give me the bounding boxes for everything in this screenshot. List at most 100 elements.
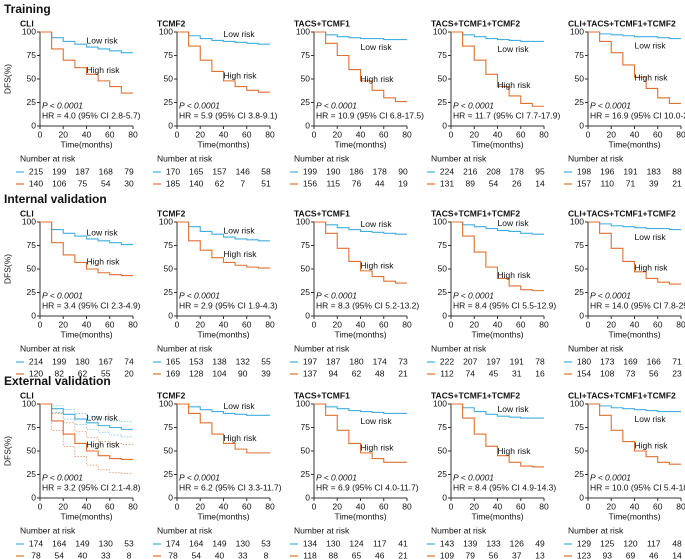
series-label: High risk <box>87 257 121 267</box>
survival-curve <box>588 403 681 465</box>
risk-count: 157 <box>577 178 591 188</box>
survival-curve <box>314 221 407 284</box>
annotation: HR = 14.0 (95% CI 7.8-25.0) <box>590 300 685 310</box>
panel-title: TCMF2 <box>157 18 186 28</box>
risk-count: 20 <box>124 368 134 378</box>
risk-count: 78 <box>31 550 41 559</box>
x-axis-label: Time(months) <box>471 511 523 521</box>
risk-count: 183 <box>647 166 661 176</box>
risk-count: 58 <box>261 166 271 176</box>
x-tick-label: 40 <box>219 501 229 511</box>
annotation: P < 0.0001 <box>453 290 494 300</box>
series-label: High risk <box>87 65 121 75</box>
x-tick-label: 0 <box>449 319 454 329</box>
x-tick-label: 40 <box>630 319 640 329</box>
series-label: High risk <box>361 260 395 270</box>
risk-title: Number at risk <box>20 525 76 535</box>
risk-count: 157 <box>212 166 226 176</box>
y-tick-label: 50 <box>575 263 585 273</box>
survival-curve <box>177 221 270 242</box>
risk-count: 199 <box>52 166 66 176</box>
annotation: P < 0.0001 <box>316 472 357 482</box>
y-tick-label: 25 <box>575 469 585 479</box>
annotation: HR = 16.9 (95% CI 10.0-28.7) <box>590 110 685 120</box>
series-label: Low risk <box>361 42 393 52</box>
risk-count: 8 <box>264 550 269 559</box>
panel-title: CLI <box>20 18 34 28</box>
risk-count: 140 <box>29 178 43 188</box>
y-tick-label: 100 <box>22 216 36 226</box>
x-tick-label: 20 <box>196 129 206 139</box>
survival-curve <box>177 403 270 454</box>
survival-curve <box>40 221 133 246</box>
risk-count: 130 <box>326 538 340 548</box>
y-tick-label: 100 <box>570 216 584 226</box>
y-tick-label: 50 <box>438 445 448 455</box>
x-tick-label: 60 <box>105 319 115 329</box>
risk-count: 214 <box>29 356 43 366</box>
risk-count: 65 <box>352 550 362 559</box>
section-title: Training <box>4 2 51 16</box>
survival-curve <box>588 31 681 104</box>
y-tick-label: 25 <box>301 287 311 297</box>
risk-count: 126 <box>510 538 524 548</box>
risk-count: 178 <box>510 166 524 176</box>
y-tick-label: 25 <box>27 469 37 479</box>
y-axis-label: DFS(%) <box>2 64 12 94</box>
panel-title: TACS+TCMF1+TCMF2 <box>431 390 520 400</box>
series-label: High risk <box>498 80 532 90</box>
annotation: P < 0.0001 <box>42 100 83 110</box>
y-tick-label: 0 <box>168 492 173 502</box>
x-tick-label: 0 <box>175 319 180 329</box>
x-axis-label: Time(months) <box>334 329 386 339</box>
risk-count: 222 <box>440 356 454 366</box>
y-tick-label: 0 <box>305 492 310 502</box>
x-axis-label: Time(months) <box>334 511 386 521</box>
x-tick-label: 20 <box>59 129 69 139</box>
risk-count: 54 <box>489 178 499 188</box>
panel-title: TACS+TCMF1+TCMF2 <box>431 208 520 218</box>
risk-count: 174 <box>29 538 43 548</box>
risk-count: 69 <box>626 550 636 559</box>
risk-title: Number at risk <box>431 343 487 353</box>
x-tick-label: 40 <box>493 129 503 139</box>
risk-count: 62 <box>352 368 362 378</box>
risk-count: 149 <box>212 538 226 548</box>
risk-count: 79 <box>124 166 134 176</box>
panel-title: TACS+TCMF1 <box>294 208 350 218</box>
risk-count: 31 <box>512 368 522 378</box>
survival-curve <box>451 403 544 468</box>
risk-count: 215 <box>29 166 43 176</box>
y-tick-label: 100 <box>433 26 447 36</box>
panel-title: TACS+TCMF1 <box>294 18 350 28</box>
survival-curve <box>177 31 270 93</box>
risk-count: 90 <box>238 368 248 378</box>
risk-count: 88 <box>672 166 682 176</box>
y-axis-label: DFS(%) <box>2 254 12 284</box>
y-tick-label: 50 <box>27 445 37 455</box>
x-tick-label: 80 <box>676 501 685 511</box>
survival-curve <box>588 403 681 413</box>
risk-count: 164 <box>189 538 203 548</box>
annotation: HR = 11.7 (95% CI 7.7-17.9) <box>453 110 560 120</box>
y-tick-label: 25 <box>575 97 585 107</box>
x-axis-label: Time(months) <box>60 139 112 149</box>
risk-count: 133 <box>486 538 500 548</box>
risk-count: 134 <box>303 538 317 548</box>
annotation: P < 0.0001 <box>453 472 494 482</box>
risk-count: 46 <box>649 550 659 559</box>
risk-title: Number at risk <box>157 525 213 535</box>
x-tick-label: 60 <box>516 501 526 511</box>
risk-count: 88 <box>329 550 339 559</box>
x-tick-label: 80 <box>539 501 549 511</box>
risk-count: 26 <box>512 178 522 188</box>
risk-count: 199 <box>303 166 317 176</box>
x-tick-label: 60 <box>242 501 252 511</box>
x-tick-label: 60 <box>516 319 526 329</box>
panel-title: CLI <box>20 208 34 218</box>
survival-curve <box>314 403 407 414</box>
ci-line <box>40 403 133 445</box>
annotation: P < 0.0001 <box>179 100 220 110</box>
y-tick-label: 0 <box>579 310 584 320</box>
risk-count: 89 <box>466 178 476 188</box>
